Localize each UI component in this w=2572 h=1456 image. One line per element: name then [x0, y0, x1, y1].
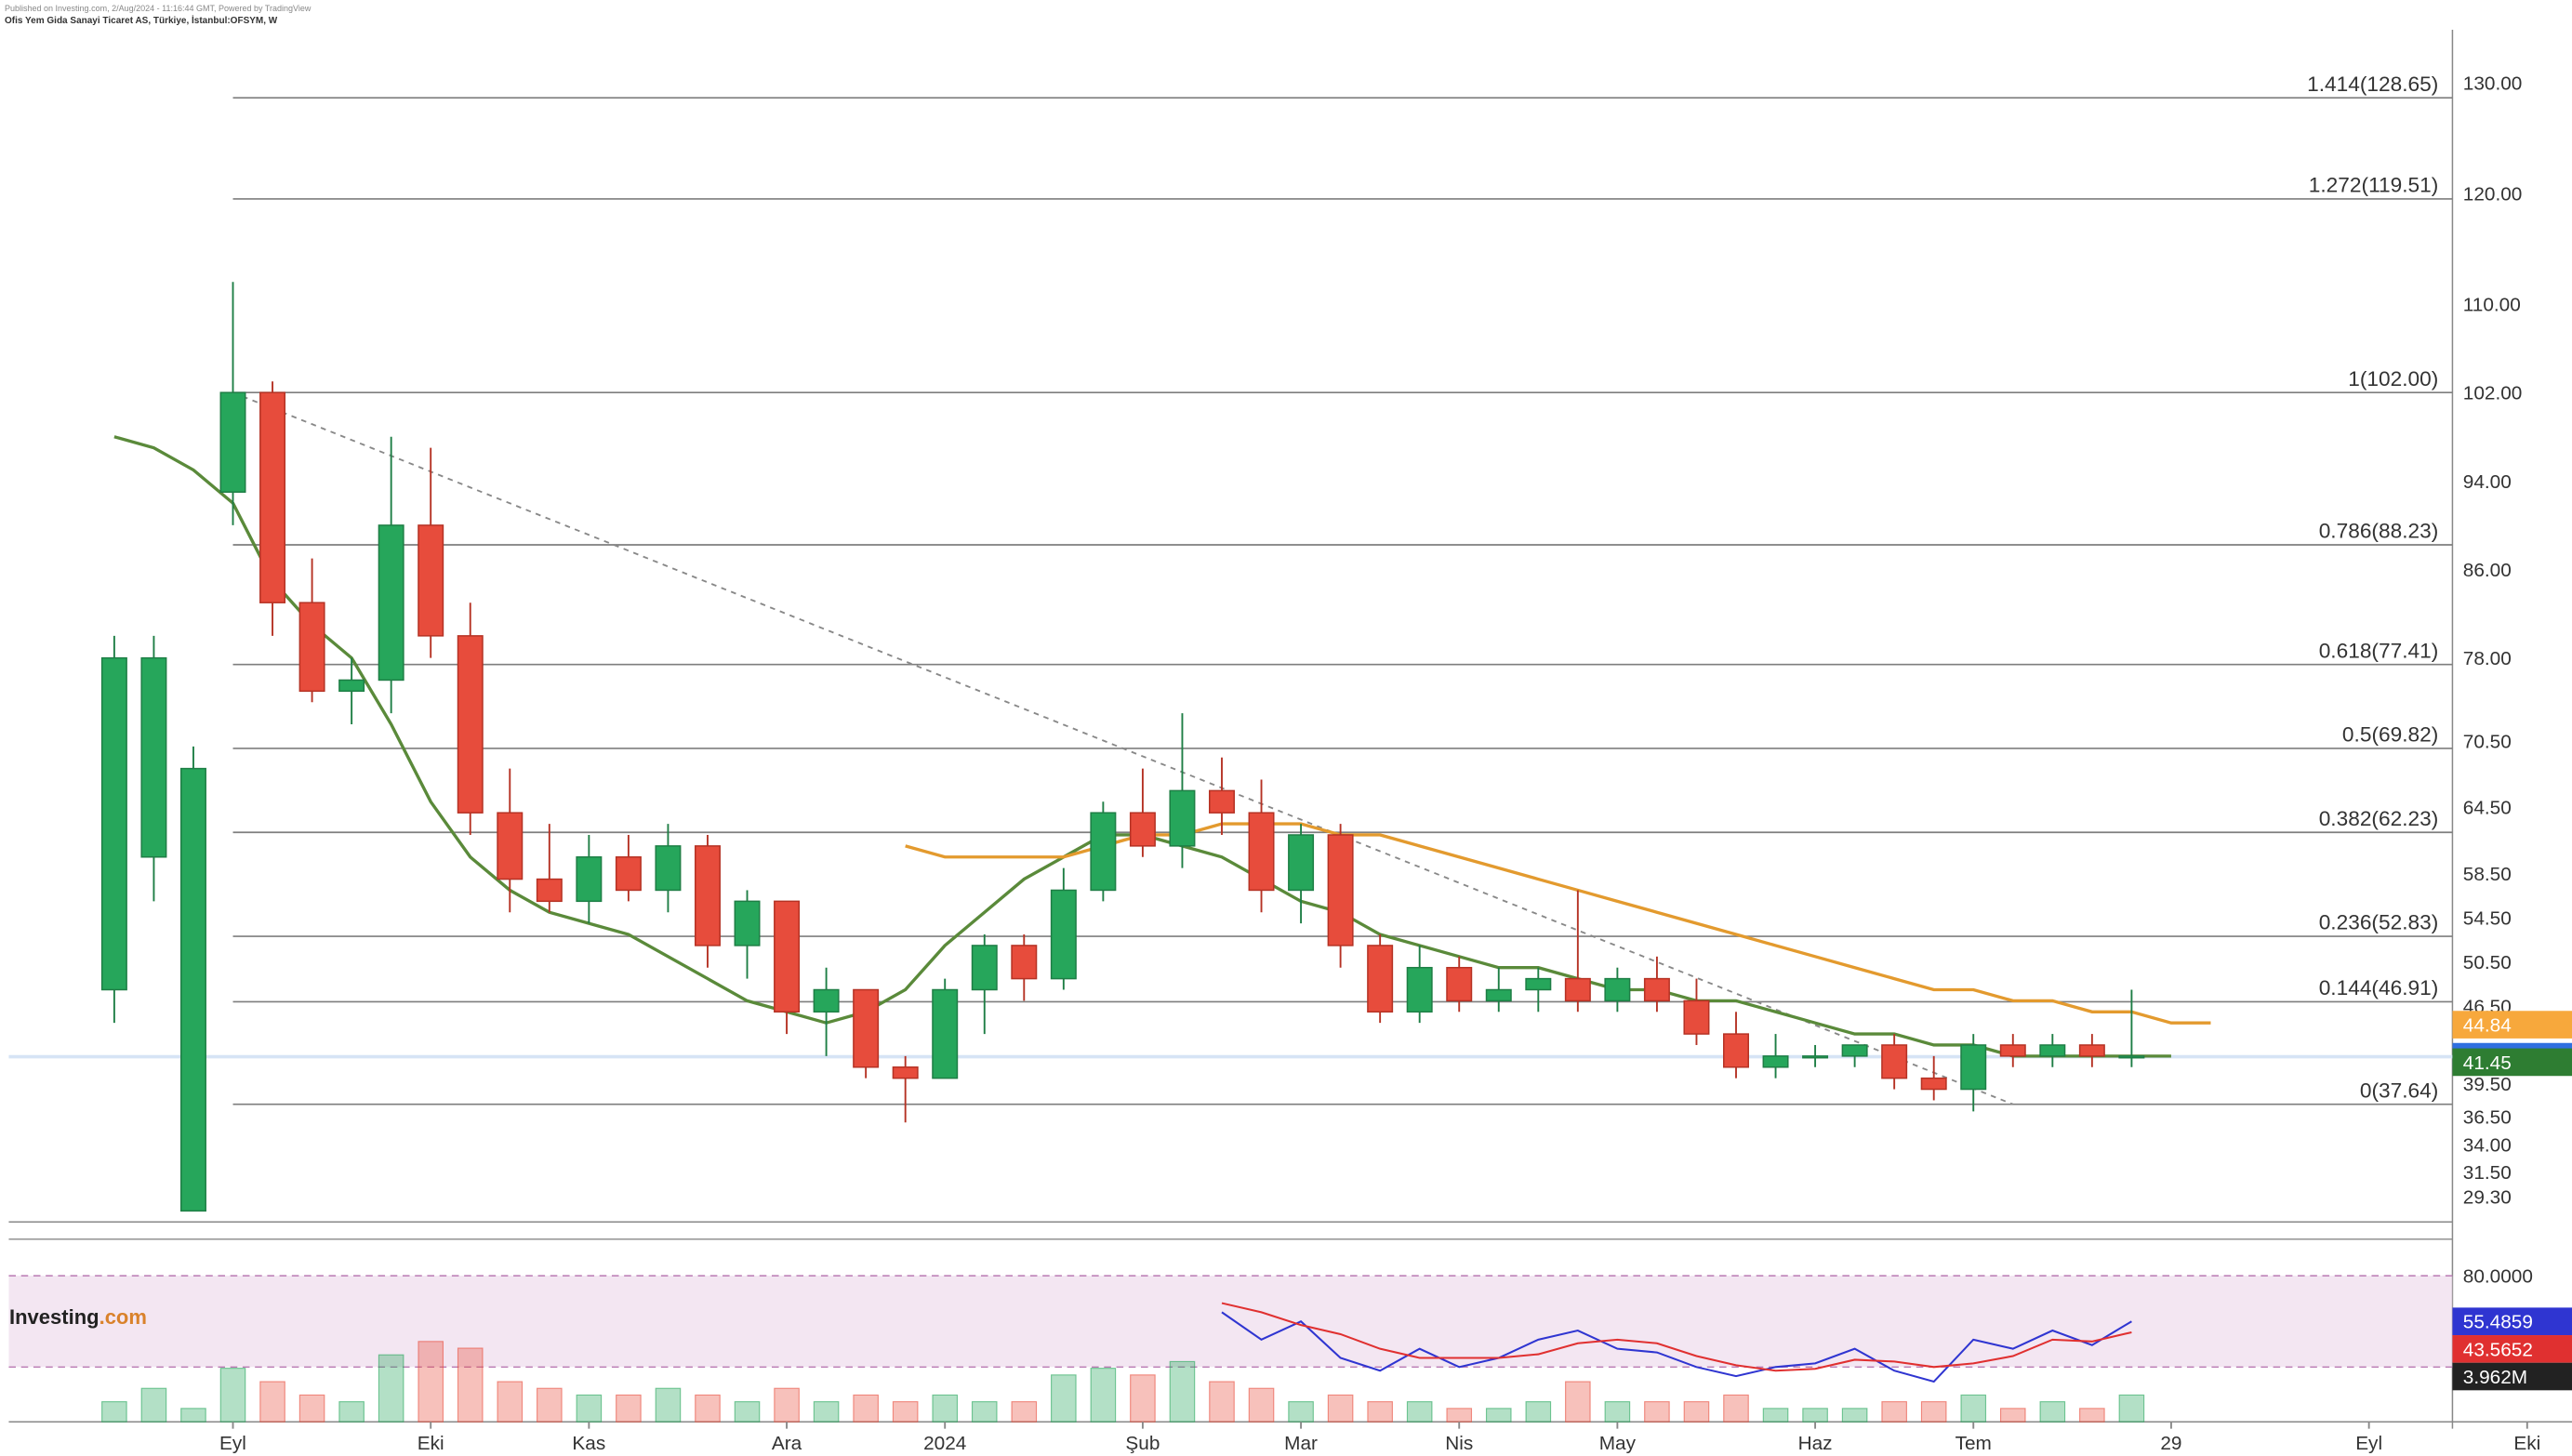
svg-text:55.4859: 55.4859	[2463, 1312, 2533, 1333]
svg-text:86.00: 86.00	[2463, 560, 2512, 581]
svg-text:Kas: Kas	[572, 1433, 605, 1454]
svg-text:54.50: 54.50	[2463, 908, 2512, 930]
svg-text:78.00: 78.00	[2463, 648, 2512, 669]
price-chart[interactable]: 130.00 120.00 110.00 102.00 94.00 86.00 78.00 7…	[0, 30, 2572, 1456]
svg-text:2024: 2024	[923, 1433, 966, 1454]
svg-text:120.00: 120.00	[2463, 184, 2523, 205]
svg-text:44.84: 44.84	[2463, 1015, 2512, 1037]
symbol-info: Ofis Yem Gida Sanayi Ticaret AS, Türkiye…	[5, 15, 2567, 28]
svg-text:Ara: Ara	[772, 1433, 802, 1454]
svg-text:41.45: 41.45	[2463, 1052, 2512, 1074]
svg-text:0.5(69.82): 0.5(69.82)	[2342, 723, 2438, 747]
svg-text:Eki: Eki	[418, 1433, 444, 1454]
svg-text:0.382(62.23): 0.382(62.23)	[2319, 807, 2439, 830]
svg-text:80.0000: 80.0000	[2463, 1266, 2533, 1288]
svg-text:1(102.00): 1(102.00)	[2348, 367, 2438, 390]
svg-text:Eki: Eki	[2513, 1433, 2540, 1454]
svg-text:39.50: 39.50	[2463, 1074, 2512, 1095]
svg-text:0.144(46.91): 0.144(46.91)	[2319, 976, 2439, 999]
svg-text:110.00: 110.00	[2463, 295, 2521, 316]
svg-text:29.30: 29.30	[2463, 1187, 2512, 1209]
svg-text:50.50: 50.50	[2463, 952, 2512, 973]
svg-text:May: May	[1599, 1433, 1637, 1454]
svg-text:0.618(77.41): 0.618(77.41)	[2319, 639, 2439, 662]
svg-text:Eyl: Eyl	[219, 1433, 246, 1454]
svg-text:Mar: Mar	[1284, 1433, 1318, 1454]
svg-text:58.50: 58.50	[2463, 864, 2512, 885]
svg-text:Eyl: Eyl	[2355, 1433, 2382, 1454]
svg-text:0.236(52.83): 0.236(52.83)	[2319, 911, 2439, 934]
svg-text:Haz: Haz	[1798, 1433, 1833, 1454]
svg-text:Tem: Tem	[1956, 1433, 1992, 1454]
svg-text:130.00: 130.00	[2463, 73, 2523, 95]
svg-text:70.50: 70.50	[2463, 731, 2512, 752]
svg-text:34.00: 34.00	[2463, 1135, 2512, 1157]
svg-text:102.00: 102.00	[2463, 383, 2523, 404]
svg-text:64.50: 64.50	[2463, 798, 2512, 819]
svg-text:1.414(128.65): 1.414(128.65)	[2307, 73, 2438, 96]
svg-text:36.50: 36.50	[2463, 1107, 2512, 1129]
svg-text:31.50: 31.50	[2463, 1162, 2512, 1184]
svg-text:43.5652: 43.5652	[2463, 1339, 2533, 1360]
svg-text:Nis: Nis	[1445, 1433, 1473, 1454]
svg-text:0.786(88.23): 0.786(88.23)	[2319, 520, 2439, 543]
investing-logo: Investing.com	[9, 1305, 147, 1330]
svg-text:1.272(119.51): 1.272(119.51)	[2309, 174, 2439, 197]
publish-info: Published on Investing.com, 2/Aug/2024 -…	[5, 2, 2567, 15]
chart-container[interactable]: 130.00 120.00 110.00 102.00 94.00 86.00 78.00 7…	[0, 30, 2572, 1456]
svg-text:0(37.64): 0(37.64)	[2360, 1079, 2438, 1103]
svg-text:29: 29	[2160, 1433, 2181, 1454]
chart-header: Published on Investing.com, 2/Aug/2024 -…	[0, 0, 2572, 30]
svg-text:94.00: 94.00	[2463, 471, 2512, 493]
svg-text:3.962M: 3.962M	[2463, 1367, 2527, 1388]
svg-text:Şub: Şub	[1125, 1433, 1160, 1454]
